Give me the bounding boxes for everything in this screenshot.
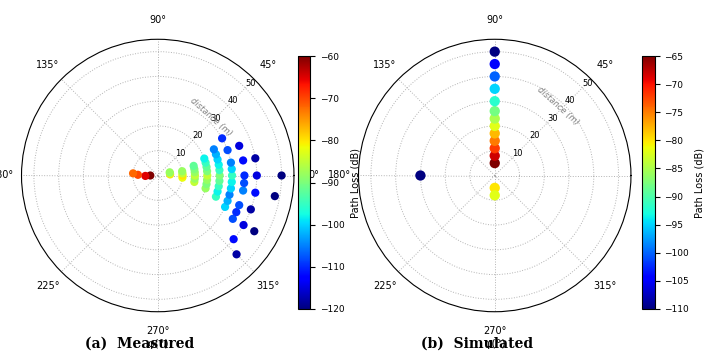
Point	[269, 193, 280, 199]
Point	[212, 189, 223, 194]
Point	[212, 157, 223, 162]
Text: (a)  Measured: (a) Measured	[85, 337, 194, 351]
Point	[210, 152, 222, 157]
Point	[225, 186, 237, 191]
Point	[489, 98, 500, 104]
Point	[489, 138, 500, 144]
Point	[145, 173, 156, 178]
Point	[489, 74, 500, 79]
Point	[188, 163, 199, 169]
Point	[231, 209, 242, 215]
Point	[227, 216, 239, 221]
Point	[214, 173, 225, 178]
Point	[201, 181, 212, 187]
Point	[238, 180, 250, 186]
Point	[189, 173, 201, 178]
Point	[219, 204, 231, 210]
Point	[128, 171, 139, 176]
Point	[276, 173, 288, 178]
Point	[234, 202, 245, 208]
Point	[489, 49, 500, 54]
Point	[489, 116, 500, 121]
Point	[213, 162, 224, 167]
Point	[226, 179, 237, 185]
X-axis label: φ(°): φ(°)	[484, 339, 505, 349]
Point	[176, 171, 188, 176]
Point	[239, 173, 250, 178]
Point	[217, 135, 228, 141]
Point	[237, 158, 249, 163]
Point	[245, 207, 257, 212]
Point	[176, 175, 188, 180]
Point	[213, 184, 224, 189]
Y-axis label: Path Loss (dB): Path Loss (dB)	[695, 147, 705, 218]
Point	[222, 198, 233, 204]
Point	[214, 167, 225, 173]
Point	[164, 170, 176, 175]
Point	[140, 173, 151, 179]
Point	[234, 143, 245, 149]
Point	[214, 178, 225, 184]
Point	[201, 177, 213, 183]
Point	[231, 252, 242, 257]
Point	[414, 173, 426, 178]
Point	[237, 188, 249, 193]
Point	[489, 185, 500, 191]
Point	[176, 168, 188, 174]
Point	[201, 173, 213, 178]
Point	[199, 156, 210, 161]
Point	[201, 168, 213, 174]
Point	[238, 222, 250, 228]
Point	[489, 145, 500, 151]
Point	[164, 171, 176, 176]
Point	[189, 176, 201, 181]
Point	[201, 164, 212, 170]
Point	[225, 160, 237, 165]
Text: (b)  Simulated: (b) Simulated	[421, 337, 533, 351]
Point	[489, 131, 500, 136]
Text: distance (m): distance (m)	[535, 85, 580, 127]
Y-axis label: Path Loss (dB): Path Loss (dB)	[351, 147, 361, 218]
Point	[132, 172, 143, 178]
Point	[251, 173, 262, 178]
X-axis label: φ(°): φ(°)	[147, 339, 168, 349]
Point	[210, 194, 222, 199]
Point	[189, 166, 200, 172]
Point	[224, 192, 235, 198]
Point	[489, 108, 500, 114]
Text: distance (m): distance (m)	[188, 95, 234, 138]
Point	[226, 166, 237, 172]
Point	[164, 172, 176, 177]
Point	[489, 61, 500, 67]
Point	[489, 153, 500, 159]
Point	[200, 160, 212, 165]
Point	[249, 229, 260, 234]
Point	[208, 146, 219, 152]
Point	[227, 173, 238, 178]
Point	[189, 179, 200, 185]
Point	[489, 192, 500, 198]
Point	[489, 86, 500, 92]
Point	[489, 123, 500, 129]
Point	[250, 155, 261, 161]
Point	[489, 160, 500, 166]
Point	[228, 236, 239, 242]
Point	[250, 190, 261, 196]
Point	[222, 147, 233, 153]
Point	[177, 173, 189, 178]
Point	[200, 186, 212, 191]
Point	[189, 170, 201, 175]
